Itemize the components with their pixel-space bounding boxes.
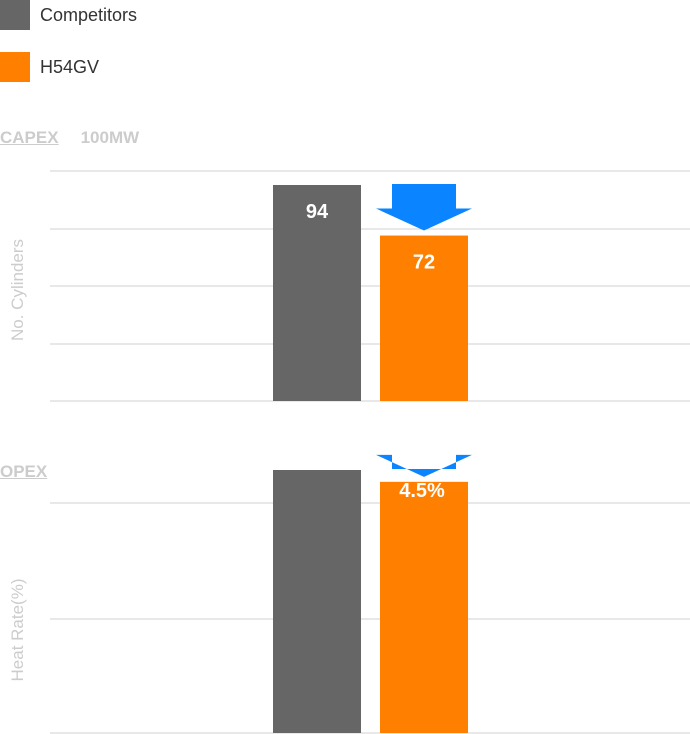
bar-competitors [273,185,361,401]
reduction-arrow-icon [376,454,472,477]
capex-title: CAPEX [0,128,59,147]
reduction-annotation: 4.5% [399,480,445,502]
capex-heading: CAPEX 100MW [0,128,139,148]
data-label: 94 [306,201,329,223]
data-label: 72 [413,252,435,274]
legend-swatch-competitors [0,0,30,30]
capex-chart: No. Cylinders 94 72 [8,170,690,402]
legend-swatch-h54gv [0,52,30,82]
bar-h54gv [380,235,468,401]
legend-item-competitors: Competitors [0,0,137,30]
bar-h54gv [380,481,468,733]
opex-title: OPEX [0,462,48,481]
bar-competitors [273,470,361,733]
y-axis-label: No. Cylinders [8,239,27,341]
y-axis-label: Heat Rate(%) [8,579,27,682]
opex-chart: Heat Rate(%) 4.5% [8,454,690,734]
legend-label-h54gv: H54GV [40,56,100,77]
opex-heading: OPEX [0,462,47,482]
reduction-arrow-icon [376,184,472,231]
legend-label-competitors: Competitors [40,4,138,25]
capex-subtitle: 100MW [80,128,140,147]
legend-item-h54gv: H54GV [0,52,99,82]
